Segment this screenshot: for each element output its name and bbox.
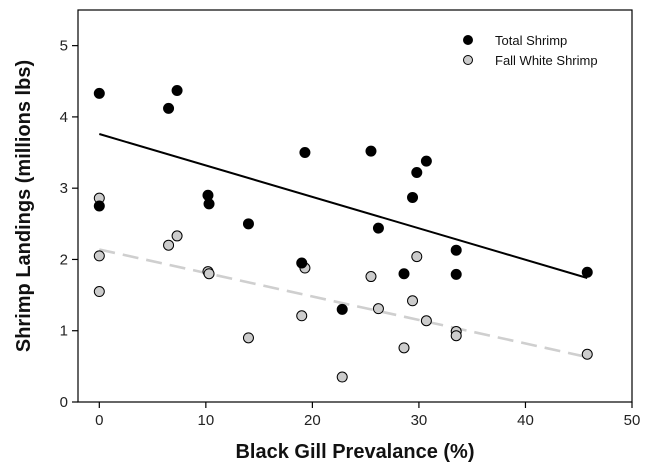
data-point-total-shrimp [336, 303, 348, 315]
data-point-total-shrimp [411, 167, 423, 179]
data-point-total-shrimp [372, 222, 384, 234]
data-point-fall-white-shrimp [93, 250, 105, 262]
data-point-fall-white-shrimp [411, 251, 423, 263]
data-point-total-shrimp [450, 244, 462, 256]
data-point-fall-white-shrimp [365, 271, 377, 283]
data-point-total-shrimp [93, 200, 105, 212]
y-tick-label: 5 [60, 38, 68, 55]
legend-label-fall-white-shrimp: Fall White Shrimp [495, 53, 598, 68]
y-tick-label: 2 [60, 251, 68, 268]
legend-label-total-shrimp: Total Shrimp [495, 33, 567, 48]
data-point-total-shrimp [398, 268, 410, 280]
x-tick-label: 20 [304, 412, 321, 429]
x-tick-label: 10 [198, 412, 215, 429]
data-point-total-shrimp [299, 147, 311, 159]
x-tick-label: 50 [624, 412, 641, 429]
plot-area: 0 10 20 30 40 50 0 1 2 3 4 5 [60, 9, 641, 429]
data-point-fall-white-shrimp [398, 342, 410, 354]
x-tick-label: 30 [411, 412, 428, 429]
data-point-fall-white-shrimp [581, 348, 593, 360]
data-point-total-shrimp [93, 87, 105, 99]
data-point-total-shrimp [163, 102, 175, 114]
data-point-fall-white-shrimp [420, 315, 432, 327]
trend-line-fall-white-shrimp [99, 248, 588, 359]
data-point-fall-white-shrimp [93, 286, 105, 298]
data-point-fall-white-shrimp [296, 310, 308, 322]
y-tick-label: 0 [60, 394, 68, 411]
data-point-total-shrimp [242, 218, 254, 230]
legend: Total Shrimp Fall White Shrimp [463, 33, 598, 68]
legend-marker-fall-white-shrimp [463, 55, 473, 65]
x-axis-title: Black Gill Prevalance (%) [235, 441, 474, 463]
data-point-total-shrimp [407, 191, 419, 203]
y-tick-label: 1 [60, 323, 68, 340]
data-point-fall-white-shrimp [450, 330, 462, 342]
legend-marker-total-shrimp [463, 35, 473, 45]
y-axis-title: Shrimp Landings (millions lbs) [13, 60, 35, 352]
data-point-total-shrimp [420, 155, 432, 167]
data-point-fall-white-shrimp [336, 371, 348, 383]
data-point-total-shrimp [203, 198, 215, 210]
data-point-fall-white-shrimp [372, 303, 384, 315]
data-point-total-shrimp [365, 145, 377, 157]
data-point-fall-white-shrimp [171, 230, 183, 242]
x-tick-label: 40 [517, 412, 534, 429]
data-point-total-shrimp [171, 85, 183, 97]
trend-line-total-shrimp [99, 133, 588, 279]
data-point-fall-white-shrimp [242, 332, 254, 344]
data-point-fall-white-shrimp [407, 295, 419, 307]
data-point-total-shrimp [296, 257, 308, 269]
x-tick-label: 0 [95, 412, 103, 429]
data-point-fall-white-shrimp [203, 268, 215, 280]
y-tick-label: 4 [60, 109, 68, 126]
data-point-total-shrimp [581, 266, 593, 278]
y-tick-label: 3 [60, 180, 68, 197]
data-point-total-shrimp [450, 268, 462, 280]
data-point-fall-white-shrimp [163, 239, 175, 251]
plot-frame [77, 9, 633, 403]
